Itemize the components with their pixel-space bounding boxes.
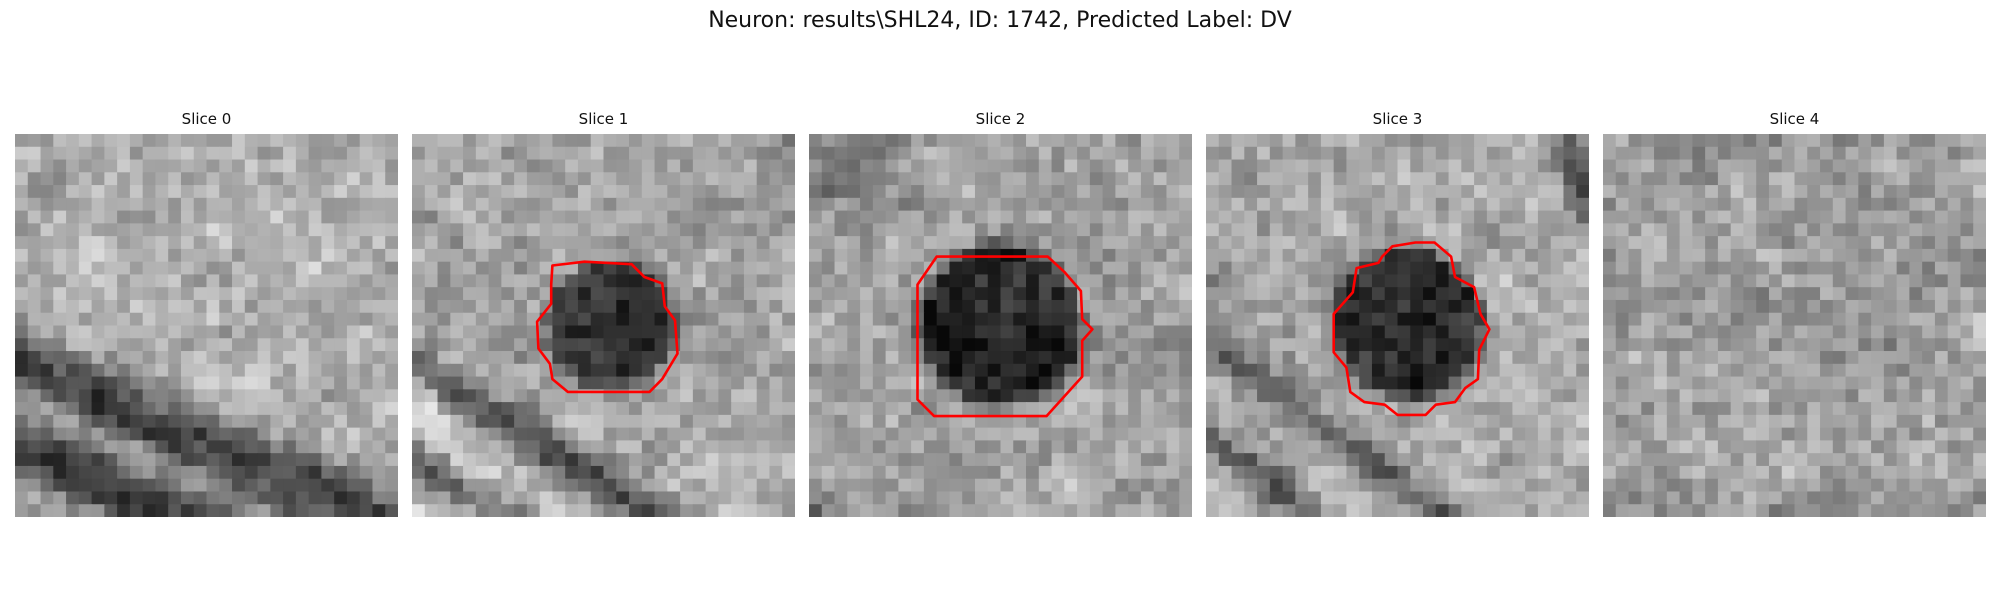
slice-panel-2: Slice 2 — [809, 110, 1192, 517]
slice-title: Slice 1 — [578, 110, 629, 128]
slice-panel-1: Slice 1 — [412, 110, 795, 517]
slice-image-2 — [809, 134, 1192, 517]
slice-panel-0: Slice 0 — [15, 110, 398, 517]
neuron-contour — [916, 255, 1094, 418]
slice-title: Slice 2 — [975, 110, 1026, 128]
slice-image-0 — [15, 134, 398, 517]
slice-panel-3: Slice 3 — [1206, 110, 1589, 517]
slice-title: Slice 4 — [1769, 110, 1820, 128]
figure-title: Neuron: results\SHL24, ID: 1742, Predict… — [708, 8, 1292, 33]
slice-image-4 — [1603, 134, 1986, 517]
slice-image-3 — [1206, 134, 1589, 517]
slice-panel-4: Slice 4 — [1603, 110, 1986, 517]
slice-image-1 — [412, 134, 795, 517]
slice-title: Slice 0 — [181, 110, 232, 128]
neuron-contour — [535, 260, 679, 394]
slice-title: Slice 3 — [1372, 110, 1423, 128]
neuron-contour — [1332, 241, 1491, 417]
